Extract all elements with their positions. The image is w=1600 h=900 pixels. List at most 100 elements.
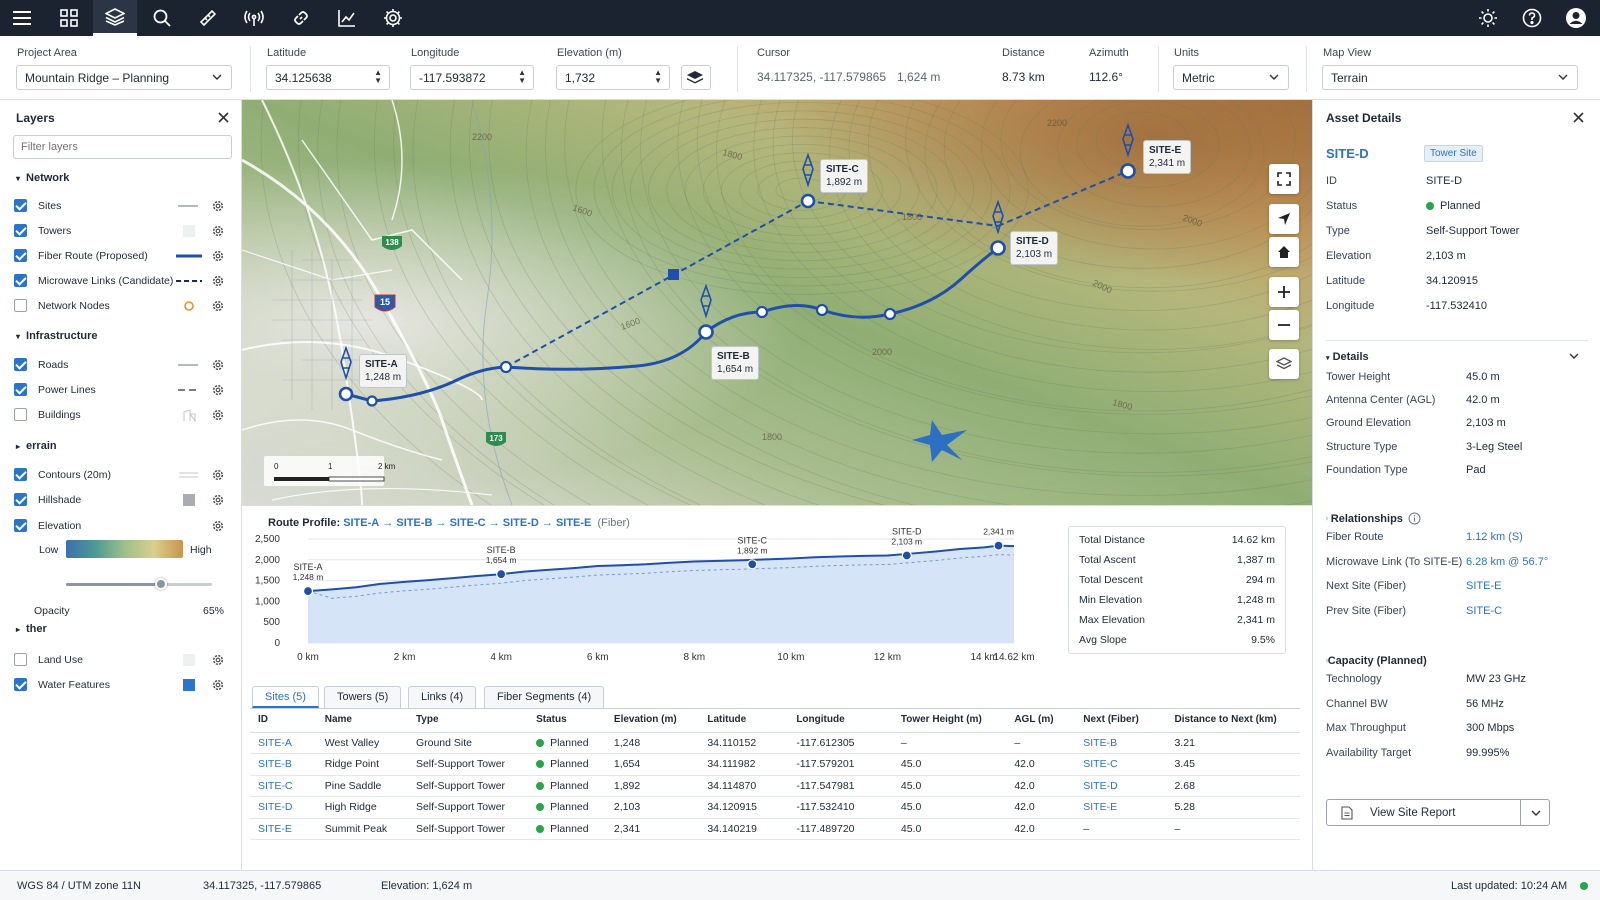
column-header[interactable]: Elevation (m) <box>605 708 700 733</box>
tab-sites[interactable]: Sites (5) <box>252 686 319 708</box>
elevation-layers-button[interactable] <box>681 65 711 90</box>
detail-value[interactable]: 1.12 km (S) <box>1466 531 1523 543</box>
table-row[interactable]: SITE-B Ridge Point Self-Support Tower Plann… <box>250 753 1300 776</box>
longitude-input[interactable]: -117.593872 ▲ ▼ <box>410 65 534 90</box>
layer-item[interactable]: Towers <box>14 221 232 241</box>
column-header[interactable]: Distance to Next (km) <box>1166 708 1300 733</box>
terrain-map[interactable]: 138 15 173 2200 1800 1600 1800 2000 2000… <box>242 100 1312 505</box>
elevation-input[interactable]: 1,732 ▲ ▼ <box>556 65 670 90</box>
route-site-link[interactable]: SITE-C <box>449 517 486 529</box>
tab-towers[interactable]: Towers (5) <box>324 686 402 708</box>
grid-icon[interactable] <box>47 0 91 36</box>
layer-checkbox[interactable] <box>14 199 27 212</box>
site-markers[interactable] <box>338 163 1136 402</box>
column-header[interactable]: Latitude <box>699 708 789 733</box>
layer-item[interactable]: Contours (20m) <box>14 465 232 485</box>
help-icon[interactable] <box>1510 0 1554 36</box>
layer-item[interactable]: Sites <box>14 196 232 216</box>
network-node[interactable] <box>668 269 679 280</box>
detail-value[interactable]: 6.28 km @ 56.7° <box>1466 556 1549 568</box>
gear-icon[interactable] <box>211 468 225 482</box>
gear-icon[interactable] <box>371 0 415 36</box>
map-canvas[interactable]: 138 15 173 2200 1800 1600 1800 2000 2000… <box>242 100 1312 505</box>
map-label-site-d[interactable]: SITE-D 2,103 m <box>1010 231 1059 265</box>
column-header[interactable]: Name <box>316 708 408 733</box>
opacity-slider-track[interactable] <box>66 578 212 590</box>
layer-item[interactable]: Hillshade <box>14 490 232 510</box>
layer-item[interactable]: Roads <box>14 355 232 375</box>
table-cell[interactable]: SITE-E <box>250 818 317 840</box>
gear-icon[interactable] <box>211 408 225 422</box>
home-icon[interactable] <box>1269 237 1299 267</box>
gear-icon[interactable] <box>211 493 225 507</box>
chart-icon[interactable] <box>325 0 369 36</box>
longitude-stepper[interactable]: ▲ ▼ <box>518 68 526 85</box>
table-cell[interactable]: SITE-B <box>1075 732 1167 754</box>
chevron-down-icon[interactable] <box>1531 810 1541 816</box>
capacity-section-title[interactable]: ⁾Capacity (Planned) <box>1326 655 1427 667</box>
latitude-stepper[interactable]: ▲ ▼ <box>374 68 382 85</box>
expand-icon[interactable] <box>1269 164 1299 194</box>
gear-icon[interactable] <box>211 358 225 372</box>
gear-icon[interactable] <box>211 678 225 692</box>
table-cell[interactable]: SITE-D <box>1075 775 1167 797</box>
gear-icon[interactable] <box>211 383 225 397</box>
column-header[interactable]: Next (Fiber) <box>1075 708 1167 733</box>
route-site-link[interactable]: SITE-E <box>555 517 592 529</box>
units-select[interactable]: Metric <box>1173 65 1289 90</box>
map-label-site-e[interactable]: SITE-E 2,341 m <box>1143 140 1192 174</box>
table-cell[interactable]: SITE-C <box>250 775 317 797</box>
info-icon[interactable] <box>1408 512 1421 525</box>
layer-checkbox[interactable] <box>14 249 27 262</box>
layer-checkbox[interactable] <box>14 224 27 237</box>
layer-checkbox[interactable] <box>14 383 27 396</box>
map-view-select[interactable]: Terrain <box>1322 65 1578 90</box>
column-header[interactable]: AGL (m) <box>1006 708 1076 733</box>
detail-value[interactable]: SITE-C <box>1466 605 1503 617</box>
sun-icon[interactable] <box>1466 0 1510 36</box>
tab-links[interactable]: Links (4) <box>408 686 477 708</box>
layer-checkbox[interactable] <box>14 653 27 666</box>
layer-section-header[interactable]: ▾ Infrastructure <box>16 330 98 342</box>
table-cell[interactable]: SITE-B <box>250 753 317 776</box>
column-header[interactable]: Longitude <box>788 708 893 733</box>
opacity-slider-thumb[interactable] <box>154 578 167 590</box>
gear-icon[interactable] <box>211 519 225 533</box>
view-site-report-button[interactable]: View Site Report <box>1326 799 1550 826</box>
layer-item[interactable]: Water Features <box>14 675 232 695</box>
column-header[interactable]: Tower Height (m) <box>892 708 1007 733</box>
detail-value[interactable]: SITE-E <box>1466 580 1502 592</box>
gear-icon[interactable] <box>211 299 225 313</box>
layer-checkbox[interactable] <box>14 358 27 371</box>
layers-icon[interactable] <box>93 0 137 36</box>
layer-item[interactable]: Elevation <box>14 516 232 536</box>
antenna-icon[interactable] <box>232 0 276 36</box>
table-row[interactable]: SITE-E Summit Peak Self-Support Tower Plann… <box>250 818 1300 840</box>
menu-icon[interactable] <box>0 0 44 36</box>
table-cell[interactable]: SITE-E <box>1075 796 1167 819</box>
layer-item[interactable]: Microwave Links (Candidate) <box>14 271 232 291</box>
table-row[interactable]: SITE-D High Ridge Self-Support Tower Planne… <box>250 796 1300 819</box>
zoom-out-icon[interactable] <box>1269 310 1299 340</box>
locate-icon[interactable] <box>1269 204 1299 234</box>
map-label-site-b[interactable]: SITE-B 1,654 m <box>711 346 760 380</box>
search-icon[interactable] <box>140 0 184 36</box>
layer-item[interactable]: Fiber Route (Proposed) <box>14 246 232 266</box>
layer-checkbox[interactable] <box>14 468 27 481</box>
gear-icon[interactable] <box>211 653 225 667</box>
ruler-icon[interactable] <box>186 0 230 36</box>
layer-checkbox[interactable] <box>14 408 27 421</box>
layer-checkbox[interactable] <box>14 678 27 691</box>
layer-item[interactable]: Buildings <box>14 405 232 425</box>
gear-icon[interactable] <box>211 199 225 213</box>
layer-section-header[interactable]: ▾ Network <box>16 172 70 184</box>
map-label-site-a[interactable]: SITE-A 1,248 m <box>359 354 408 388</box>
map-layers-button[interactable] <box>1269 349 1299 379</box>
project-area-select[interactable]: Mountain Ridge – Planning <box>16 65 232 90</box>
gear-icon[interactable] <box>211 249 225 263</box>
filter-layers-input[interactable] <box>13 135 232 159</box>
account-icon[interactable] <box>1554 0 1598 36</box>
elevation-stepper[interactable]: ▲ ▼ <box>654 68 662 85</box>
layer-section-header[interactable]: ▸ ther <box>16 623 47 635</box>
route-site-link[interactable]: SITE-B <box>396 517 433 529</box>
